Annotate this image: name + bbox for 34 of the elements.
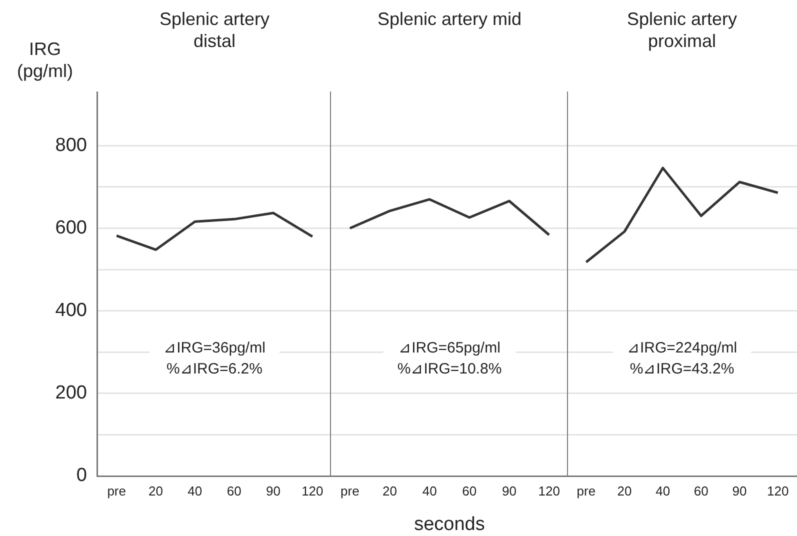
- annotation: %⊿IRG=10.8%: [397, 360, 502, 378]
- x-tick-label: 60: [462, 483, 477, 498]
- x-tick-label: 20: [148, 483, 163, 498]
- chart-title: Splenic artery mid: [376, 8, 523, 30]
- annotation: %⊿IRG=43.2%: [630, 360, 734, 378]
- y-tick-label: 400: [55, 300, 87, 322]
- y-tick-label: 200: [55, 382, 87, 404]
- x-tick-label: 120: [302, 483, 324, 498]
- x-tick-label: 120: [766, 483, 789, 498]
- x-tick-label: 60: [694, 483, 708, 498]
- x-tick-label: 40: [656, 483, 670, 498]
- x-tick-label: pre: [340, 483, 360, 498]
- chart-title: Splenic artery distal: [158, 8, 271, 52]
- x-axis-title: seconds: [414, 514, 485, 535]
- x-tick-label: 40: [188, 483, 202, 498]
- y-axis-title: IRG (pg/ml): [16, 38, 74, 82]
- x-tick-label: 90: [732, 483, 747, 498]
- x-tick-label: pre: [107, 483, 126, 498]
- y-tick-label: 600: [55, 217, 87, 238]
- annotation: ⊿IRG=36pg/ml: [164, 340, 266, 357]
- x-tick-label: 120: [538, 483, 560, 498]
- x-tick-label: 60: [226, 483, 242, 498]
- y-tick-label: 800: [55, 134, 87, 156]
- x-tick-label: 20: [382, 483, 397, 498]
- annotation: ⊿IRG=224pg/ml: [626, 340, 738, 357]
- x-tick-label: 20: [617, 483, 632, 498]
- chart-title: Splenic artery proximal: [626, 8, 738, 52]
- annotation: ⊿IRG=65pg/ml: [398, 340, 500, 357]
- y-tick-label: 0: [76, 465, 87, 486]
- x-tick-label: 40: [422, 483, 437, 498]
- x-tick-label: 90: [502, 483, 516, 498]
- x-tick-label: 90: [266, 483, 280, 498]
- x-tick-label: pre: [576, 483, 596, 498]
- annotation: %⊿IRG=6.2%: [166, 360, 262, 378]
